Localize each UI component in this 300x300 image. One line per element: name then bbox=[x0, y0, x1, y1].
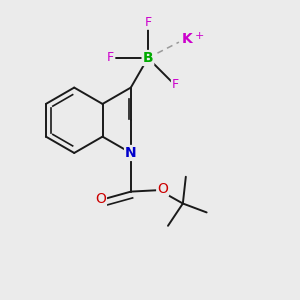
Text: F: F bbox=[107, 52, 114, 64]
Text: O: O bbox=[95, 192, 106, 206]
Text: +: + bbox=[194, 31, 204, 40]
Text: N: N bbox=[125, 146, 136, 160]
Text: O: O bbox=[157, 182, 168, 196]
Text: F: F bbox=[172, 78, 179, 91]
Text: F: F bbox=[144, 16, 152, 29]
Text: B: B bbox=[142, 51, 153, 65]
Text: K: K bbox=[182, 32, 193, 46]
